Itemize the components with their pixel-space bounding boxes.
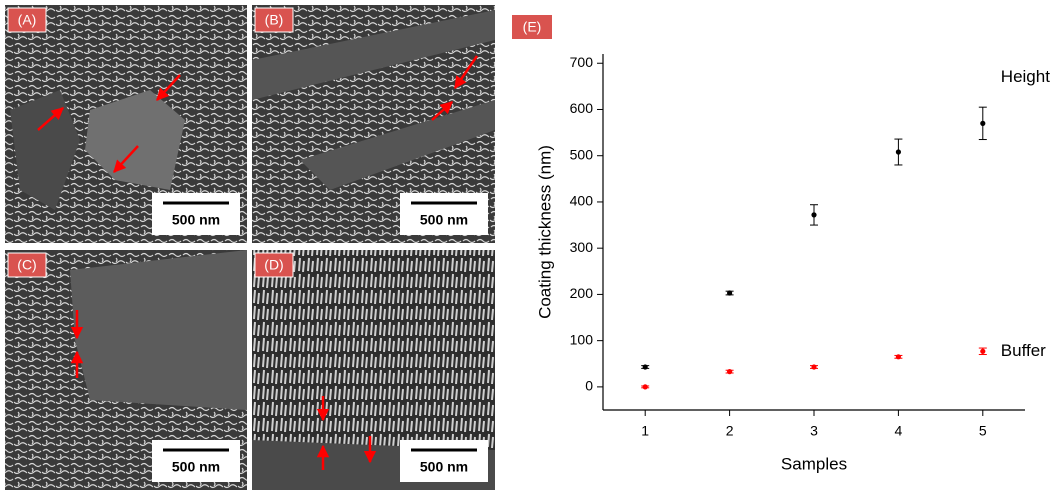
panel-label-box	[254, 7, 294, 33]
point	[895, 149, 902, 155]
scale-bar-box	[152, 193, 240, 235]
point	[811, 364, 817, 370]
x-tick-label: 4	[895, 423, 903, 439]
scale-bar-box	[400, 193, 488, 235]
sem-panel-b	[252, 5, 495, 243]
panel-label: (B)	[265, 12, 284, 28]
scale-bar-box	[152, 440, 240, 482]
panel-label-box	[254, 252, 294, 278]
panel-label-box	[512, 15, 552, 39]
y-tick-label: 200	[570, 285, 594, 301]
panel-label-box	[7, 7, 47, 33]
panel-label: (E)	[523, 19, 542, 35]
y-tick-label: 500	[570, 146, 594, 162]
scale-bar-label: 500 nm	[420, 459, 468, 475]
x-tick-label: 5	[979, 423, 987, 439]
point	[727, 369, 733, 375]
scale-bar-label: 500 nm	[172, 212, 220, 228]
series-label: Buffer	[1001, 341, 1046, 360]
sem-panel-d	[252, 250, 495, 490]
y-tick-label: 100	[570, 331, 594, 347]
point	[980, 120, 986, 126]
x-tick-label: 2	[726, 423, 734, 439]
y-tick-label: 400	[570, 193, 594, 209]
point	[811, 212, 817, 218]
y-tick-label: 600	[570, 100, 594, 116]
panel-label: (A)	[18, 12, 37, 28]
point	[727, 290, 733, 296]
y-axis-label: Coating thickness (nm)	[535, 145, 554, 319]
panel-label: (C)	[17, 257, 36, 273]
panel-label: (D)	[264, 257, 283, 273]
sem-panel-c	[5, 250, 247, 490]
scale-bar-label: 500 nm	[420, 212, 468, 228]
series-label: Height	[1001, 67, 1050, 86]
point	[642, 364, 648, 370]
point	[895, 354, 902, 360]
point	[642, 384, 648, 390]
panel-label-box	[7, 252, 47, 278]
scale-bar-box	[400, 440, 488, 482]
x-tick-label: 1	[641, 423, 649, 439]
y-tick-label: 700	[570, 54, 594, 70]
point	[980, 348, 986, 354]
x-tick-label: 3	[810, 423, 818, 439]
panel-labels: (A) 500 nm (B) 500 nm (C) 500 nm (D) 500 nm	[7, 7, 488, 482]
x-axis-label: Samples	[781, 454, 847, 473]
y-tick-label: 0	[585, 378, 593, 394]
y-tick-label: 300	[570, 239, 594, 255]
chart: (E) 0 100 200 300 400 500 600 700 1 2 3 4 5 Samples Coa…	[512, 15, 1050, 473]
scale-bar-label: 500 nm	[172, 459, 220, 475]
sem-panel-a	[5, 5, 247, 243]
